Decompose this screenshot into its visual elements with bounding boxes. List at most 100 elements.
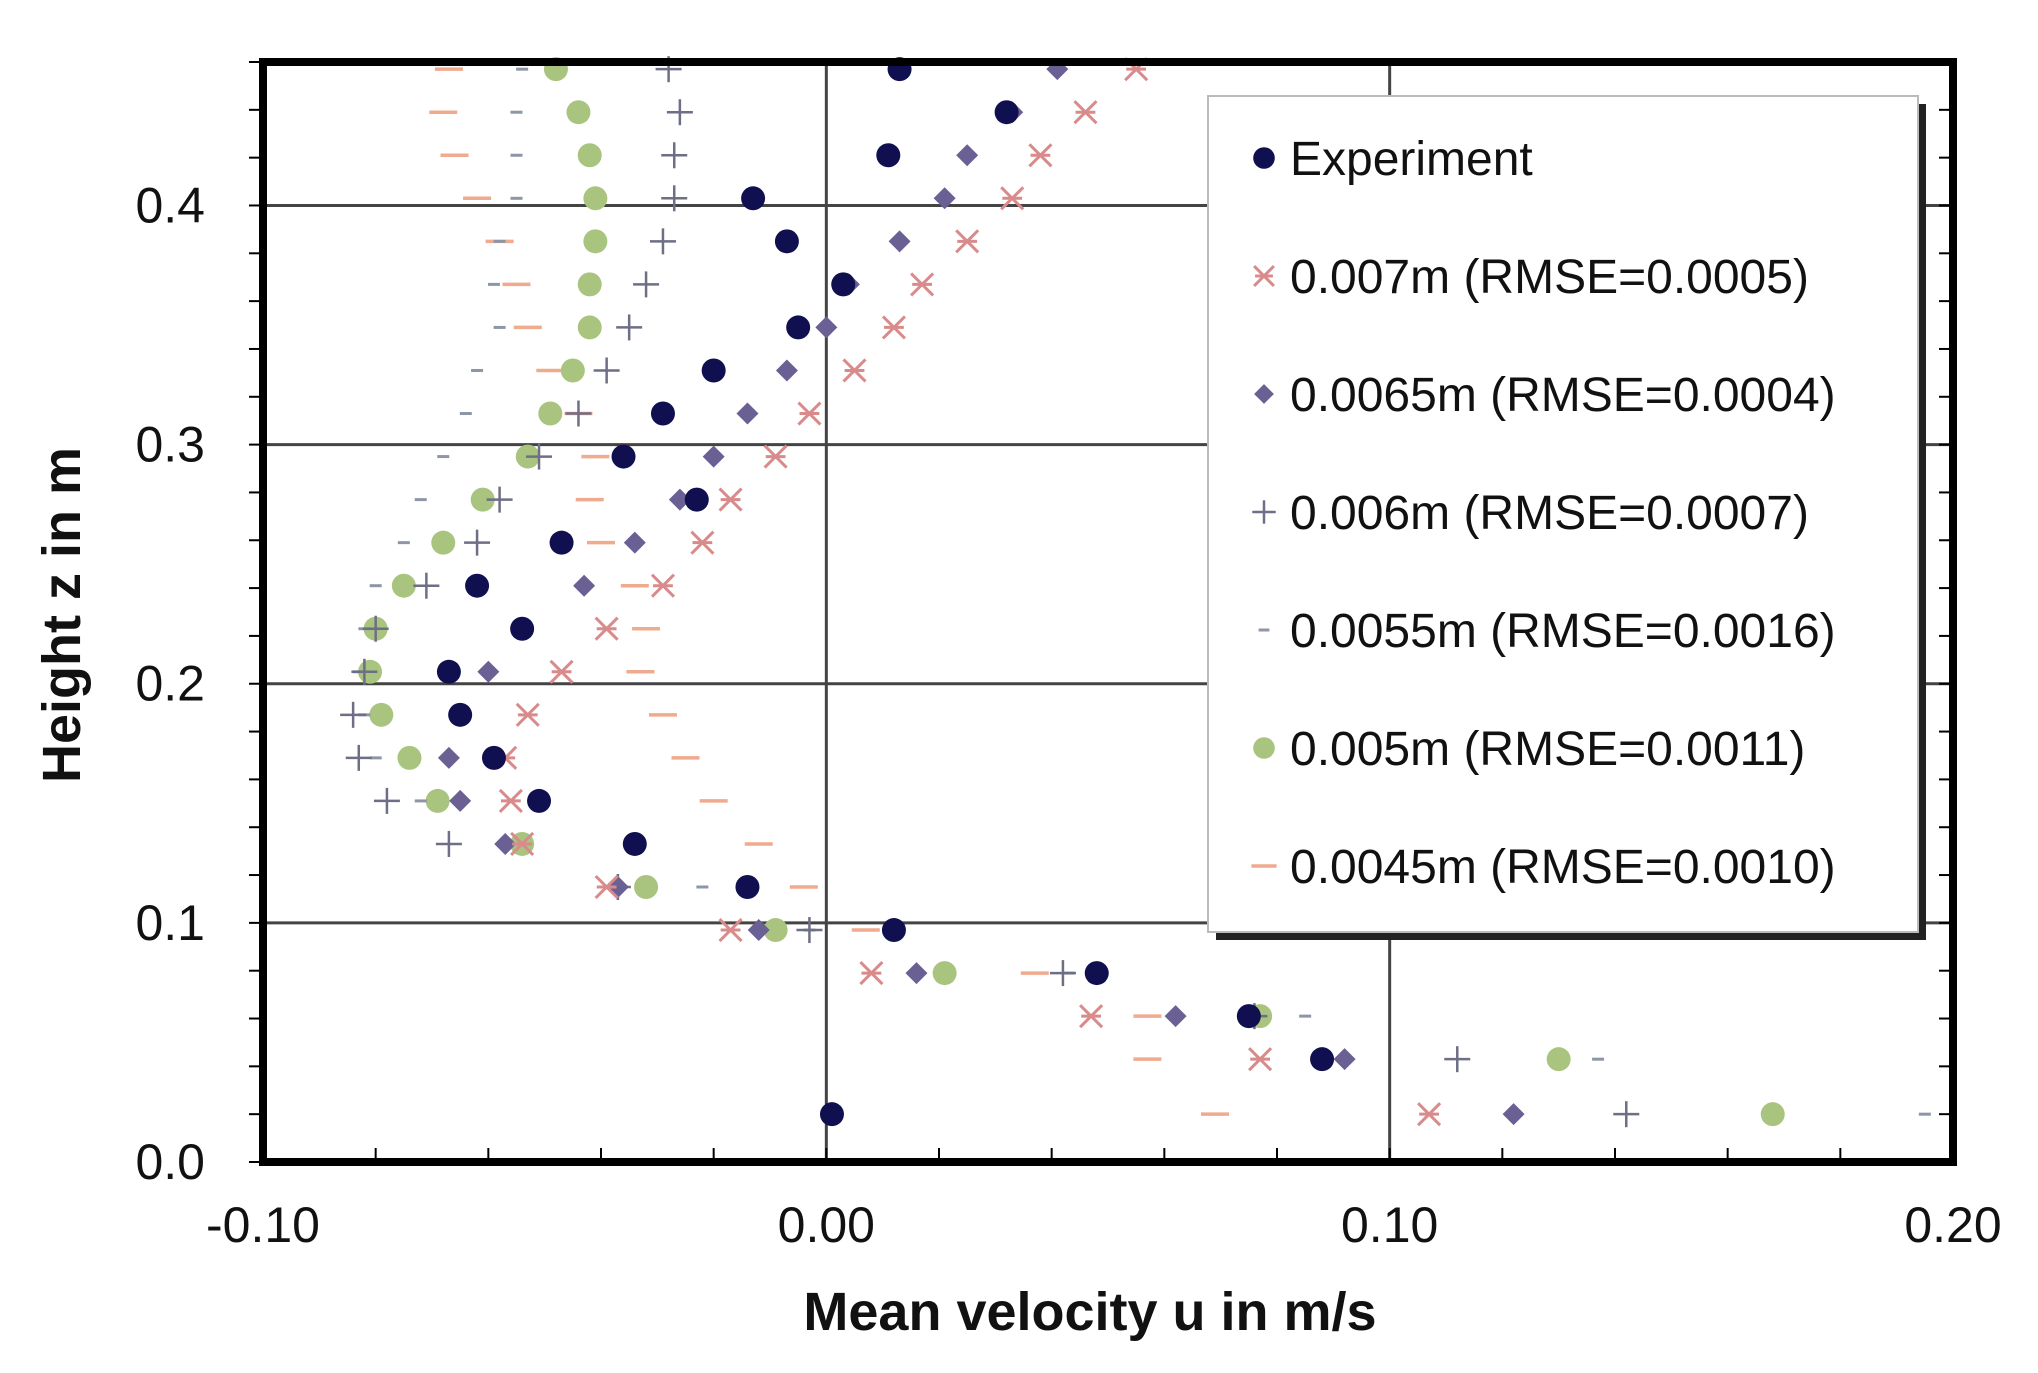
data-point <box>373 787 400 814</box>
legend-label: 0.0065m (RMSE=0.0004) <box>1290 369 1836 422</box>
data-point <box>684 487 709 512</box>
data-point <box>593 357 620 384</box>
data-point <box>1028 143 1053 168</box>
legend: Experiment 0.007m (RMSE=0.0005) 0.0065m (R… <box>1207 95 1926 940</box>
data-point <box>1073 100 1098 125</box>
data-point <box>747 919 770 942</box>
y-tick-label: 0.3 <box>135 417 205 473</box>
data-point <box>470 487 495 512</box>
data-point <box>594 874 619 900</box>
data-point <box>888 230 911 253</box>
data-point <box>566 100 591 125</box>
data-point <box>1444 1046 1471 1073</box>
data-point <box>437 746 460 769</box>
data-point <box>494 832 517 855</box>
y-axis-title: Height z in m <box>32 447 92 783</box>
data-point <box>859 961 884 986</box>
data-point <box>369 702 394 727</box>
data-point <box>481 745 506 770</box>
data-point <box>431 530 456 555</box>
series-1 <box>493 57 1442 1127</box>
data-point <box>1079 1004 1104 1029</box>
data-point <box>955 229 980 254</box>
data-point <box>345 744 372 771</box>
data-point <box>449 789 472 812</box>
x-axis-title: Mean velocity u in m/s <box>803 1282 1376 1342</box>
data-point <box>1417 1102 1442 1127</box>
data-point <box>702 445 725 468</box>
data-point <box>583 229 608 254</box>
x-tick-label: 0.20 <box>1904 1197 2001 1253</box>
series-6 <box>429 67 1230 1116</box>
legend-label: Experiment <box>1290 133 1533 186</box>
data-point <box>594 616 619 641</box>
data-point <box>577 143 602 168</box>
data-point <box>763 918 788 943</box>
data-point <box>634 875 659 899</box>
data-point <box>435 830 462 857</box>
data-point <box>425 788 450 813</box>
tick-labels: 0.0 0.1 0.2 0.3 0.4 -0.10 0.00 0.10 0.20 <box>135 177 2001 1253</box>
data-point <box>623 531 646 554</box>
series-3 <box>340 56 1640 1128</box>
data-point <box>905 962 928 985</box>
legend-box <box>1207 95 1919 933</box>
data-point <box>573 574 596 597</box>
data-point <box>515 702 540 727</box>
legend-label: 0.0055m (RMSE=0.0016) <box>1290 605 1836 658</box>
data-point <box>538 401 563 426</box>
data-point <box>1310 1047 1335 1072</box>
data-point <box>477 660 500 683</box>
data-point <box>701 358 726 383</box>
data-point <box>842 358 867 383</box>
data-point <box>549 530 574 555</box>
data-point <box>622 831 647 856</box>
data-point <box>1049 960 1076 987</box>
data-point <box>1502 1103 1525 1126</box>
y-tick-label: 0.2 <box>135 656 205 712</box>
data-point <box>735 875 760 899</box>
data-point <box>498 788 523 813</box>
data-point <box>831 272 856 297</box>
data-point <box>932 961 957 986</box>
legend-swatch <box>1253 737 1275 759</box>
legend-label: 0.007m (RMSE=0.0005) <box>1290 251 1809 304</box>
data-point <box>549 659 574 684</box>
data-point <box>1164 1005 1187 1028</box>
data-point <box>340 701 367 728</box>
data-point <box>1000 186 1025 211</box>
legend-label: 0.0045m (RMSE=0.0010) <box>1290 841 1836 894</box>
legend-swatch <box>1254 384 1274 404</box>
data-point <box>763 444 788 469</box>
data-point <box>650 573 676 598</box>
data-point <box>560 358 585 383</box>
data-point <box>448 702 473 727</box>
data-point <box>718 487 743 512</box>
x-tick-label: 0.00 <box>778 1197 875 1253</box>
data-marks <box>340 56 1931 1128</box>
data-point <box>1248 1047 1273 1072</box>
y-tick-label: 0.0 <box>135 1134 205 1190</box>
data-point <box>741 186 766 211</box>
y-tick-label: 0.4 <box>135 177 205 233</box>
data-point <box>661 185 688 212</box>
data-point <box>633 271 660 298</box>
data-point <box>956 144 979 167</box>
data-point <box>577 272 602 297</box>
x-tick-label: -0.10 <box>206 1197 320 1253</box>
x-tick-label: 0.10 <box>1341 1197 1438 1253</box>
data-point <box>881 918 906 943</box>
data-point <box>436 659 461 684</box>
data-point <box>786 315 811 340</box>
data-point <box>362 615 389 642</box>
data-point <box>649 228 676 255</box>
data-point <box>510 831 535 857</box>
data-point <box>815 316 838 339</box>
data-point <box>819 1102 844 1127</box>
data-point <box>413 572 440 599</box>
legend-swatch <box>1253 265 1275 287</box>
data-point <box>933 187 956 210</box>
data-point <box>1760 1102 1785 1127</box>
data-point <box>526 443 553 470</box>
